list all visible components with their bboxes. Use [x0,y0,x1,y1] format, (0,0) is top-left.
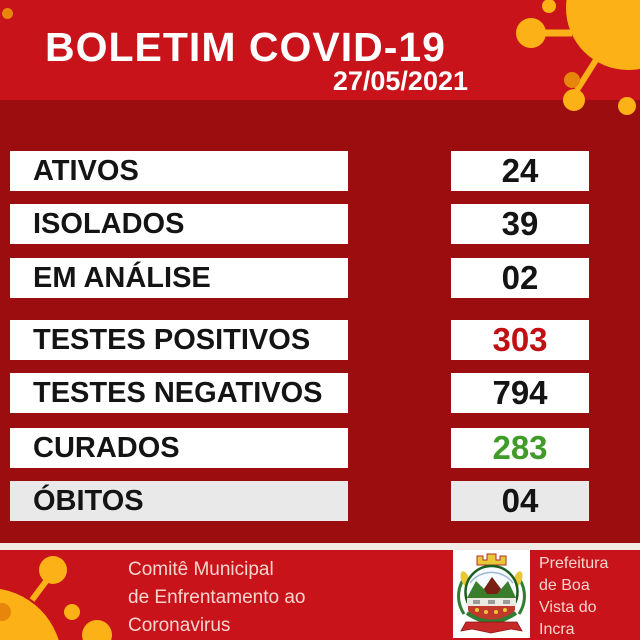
stat-row-em-analise: EM ANÁLISE 02 [0,258,640,298]
stat-value-box: 303 [451,320,589,360]
stat-value-box: 39 [451,204,589,244]
stat-value: 303 [492,321,548,358]
coronavirus-decoration-icon [516,0,640,115]
divider-stripe [0,543,640,550]
stat-value-box: 04 [451,481,589,521]
prefeitura-text: Prefeitura de Boa Vista do Incra [539,553,608,640]
committee-line: Coronavirus [128,615,231,636]
stat-value: 24 [501,152,539,189]
stat-row-ativos: ATIVOS 24 [0,151,640,191]
stat-value-box: 02 [451,258,589,298]
stat-label: CURADOS [33,431,180,464]
coronavirus-decoration-icon [0,556,112,640]
stat-label-bar: ISOLADOS [10,204,348,244]
stat-row-curados: CURADOS 283 [0,428,640,468]
stat-row-obitos: ÓBITOS 04 [0,481,640,521]
stat-row-testes-negativos: TESTES NEGATIVOS 794 [0,373,640,413]
stat-value: 39 [501,205,539,242]
stat-value: 04 [501,482,539,519]
stat-value-box: 24 [451,151,589,191]
stat-label-bar: EM ANÁLISE [10,258,348,298]
virus-dot-icon [2,8,13,19]
committee-line: de Enfrentamento ao [128,587,306,608]
stat-value: 02 [501,259,539,296]
coat-of-arms-icon [453,550,530,638]
stat-label-bar: ATIVOS [10,151,348,191]
committee-line: Comitê Municipal [128,559,274,580]
bulletin-title: BOLETIM COVID-19 [45,24,446,70]
prefeitura-line: Prefeitura [539,555,609,572]
prefeitura-line: de Boa [539,577,590,594]
prefeitura-line: Vista do [539,599,597,616]
header-band [0,0,640,100]
stat-row-testes-positivos: TESTES POSITIVOS 303 [0,320,640,360]
stat-label: TESTES NEGATIVOS [33,376,323,409]
bulletin-date: 27/05/2021 [332,66,468,96]
stat-label-bar: ÓBITOS [10,481,348,521]
municipality-coat-of-arms [453,550,530,638]
committee-text: Comitê Municipal de Enfrentamento ao Cor… [128,556,305,640]
prefeitura-line: Incra [539,621,575,638]
stat-label: EM ANÁLISE [33,261,211,294]
stat-value-box: 283 [451,428,589,468]
stat-label-bar: TESTES POSITIVOS [10,320,348,360]
stat-value: 794 [492,374,548,411]
stat-label: ATIVOS [33,154,139,187]
stat-row-isolados: ISOLADOS 39 [0,204,640,244]
stat-label-bar: CURADOS [10,428,348,468]
stat-label: TESTES POSITIVOS [33,323,311,356]
stat-label: ÓBITOS [33,484,144,517]
stat-label-bar: TESTES NEGATIVOS [10,373,348,413]
stat-value: 283 [492,429,548,466]
stat-label: ISOLADOS [33,207,185,240]
stat-value-box: 794 [451,373,589,413]
